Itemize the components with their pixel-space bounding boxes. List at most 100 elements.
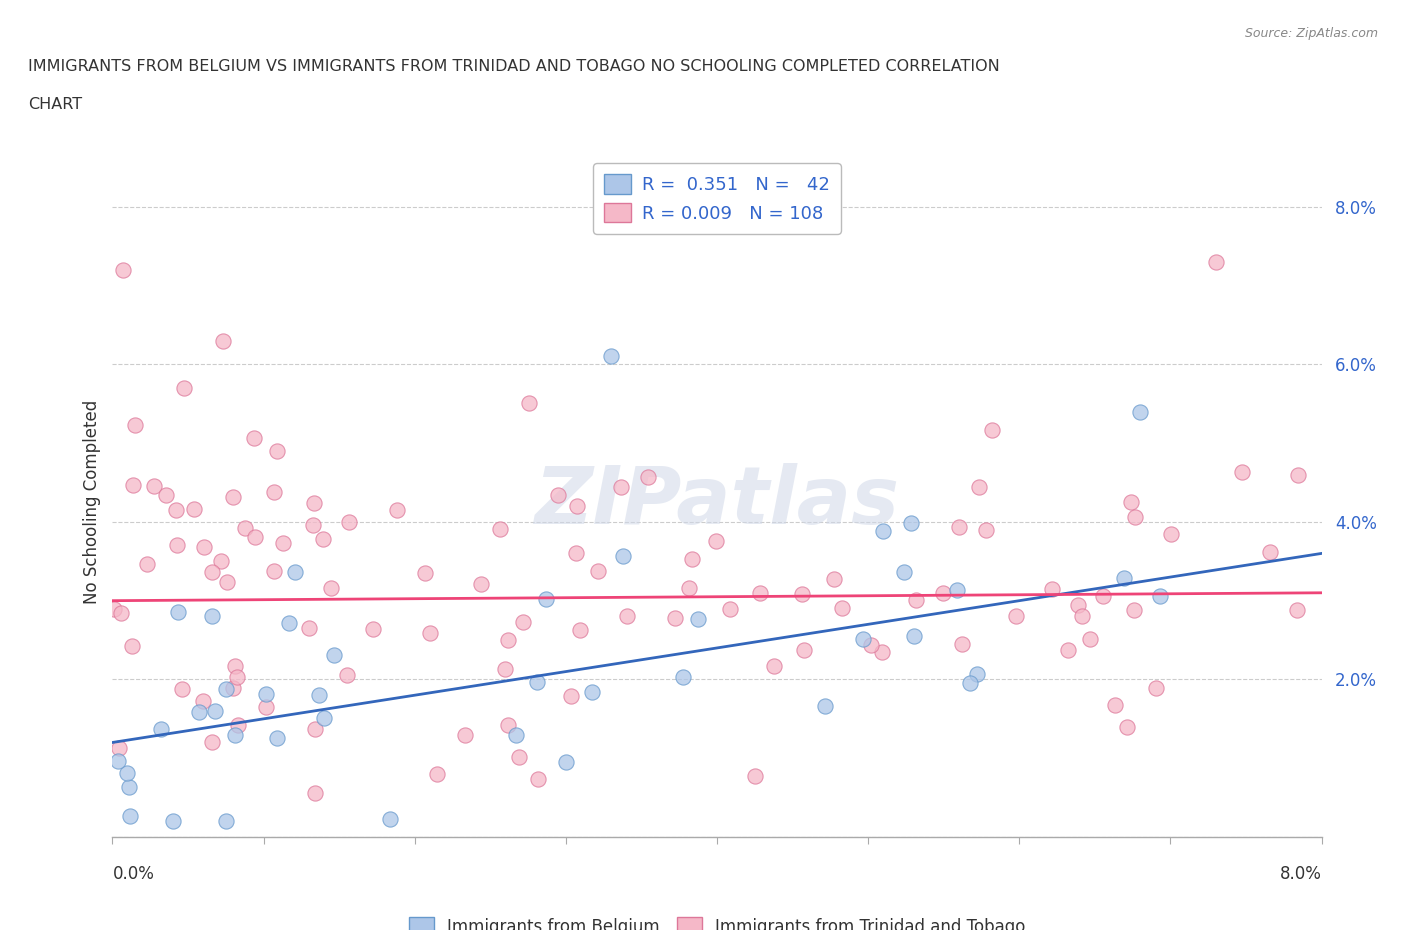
Point	[233, 521, 256, 536]
Point	[193, 539, 215, 554]
Point	[162, 814, 184, 829]
Point	[748, 585, 770, 600]
Point	[222, 681, 245, 696]
Point	[1230, 464, 1253, 479]
Text: CHART: CHART	[28, 97, 82, 112]
Point	[337, 515, 360, 530]
Point	[173, 380, 195, 395]
Point	[224, 658, 246, 673]
Text: IMMIGRANTS FROM BELGIUM VS IMMIGRANTS FROM TRINIDAD AND TOBAGO NO SCHOOLING COMP: IMMIGRANTS FROM BELGIUM VS IMMIGRANTS FR…	[28, 60, 1000, 74]
Point	[762, 658, 785, 673]
Point	[718, 602, 741, 617]
Point	[681, 552, 703, 567]
Point	[496, 632, 519, 647]
Legend: Immigrants from Belgium, Immigrants from Trinidad and Tobago: Immigrants from Belgium, Immigrants from…	[402, 910, 1032, 930]
Point	[413, 565, 436, 580]
Point	[187, 705, 209, 720]
Point	[870, 644, 893, 659]
Point	[271, 536, 294, 551]
Point	[321, 581, 343, 596]
Point	[243, 529, 266, 544]
Point	[831, 601, 853, 616]
Point	[217, 575, 239, 590]
Point	[117, 765, 139, 780]
Point	[565, 545, 588, 560]
Point	[600, 349, 623, 364]
Point	[744, 768, 766, 783]
Point	[1115, 719, 1137, 734]
Point	[263, 485, 285, 499]
Point	[107, 740, 129, 755]
Point	[1112, 570, 1135, 585]
Point	[981, 423, 1004, 438]
Point	[155, 487, 177, 502]
Point	[555, 754, 578, 769]
Point	[948, 520, 970, 535]
Point	[323, 647, 346, 662]
Point	[792, 587, 814, 602]
Point	[215, 814, 238, 829]
Point	[1149, 589, 1171, 604]
Point	[201, 565, 224, 579]
Point	[872, 524, 894, 538]
Point	[419, 625, 441, 640]
Point	[852, 631, 875, 646]
Point	[278, 616, 301, 631]
Point	[505, 728, 527, 743]
Point	[110, 605, 132, 620]
Y-axis label: No Schooling Completed: No Schooling Completed	[83, 400, 101, 604]
Point	[266, 730, 288, 745]
Point	[284, 565, 307, 579]
Point	[1005, 608, 1028, 623]
Point	[1144, 681, 1167, 696]
Point	[256, 687, 278, 702]
Point	[637, 469, 659, 484]
Point	[191, 694, 214, 709]
Point	[565, 498, 588, 513]
Point	[225, 670, 247, 684]
Point	[166, 604, 188, 619]
Point	[361, 621, 384, 636]
Point	[308, 688, 330, 703]
Point	[312, 532, 335, 547]
Point	[172, 682, 194, 697]
Point	[121, 638, 143, 653]
Point	[1286, 603, 1309, 618]
Point	[1078, 631, 1101, 646]
Point	[121, 478, 143, 493]
Point	[588, 564, 610, 578]
Point	[211, 333, 233, 348]
Point	[298, 620, 321, 635]
Point	[672, 669, 695, 684]
Point	[974, 523, 997, 538]
Point	[335, 668, 357, 683]
Point	[547, 488, 569, 503]
Point	[215, 682, 238, 697]
Point	[1056, 643, 1078, 658]
Point	[453, 727, 475, 742]
Point	[165, 502, 187, 517]
Point	[226, 718, 249, 733]
Point	[1091, 589, 1114, 604]
Point	[678, 580, 700, 595]
Point	[950, 637, 973, 652]
Point	[903, 629, 925, 644]
Point	[304, 496, 326, 511]
Point	[136, 556, 159, 571]
Point	[560, 688, 582, 703]
Point	[508, 750, 530, 764]
Point	[1070, 608, 1092, 623]
Point	[107, 753, 129, 768]
Text: Source: ZipAtlas.com: Source: ZipAtlas.com	[1244, 27, 1378, 40]
Point	[494, 661, 516, 676]
Point	[959, 675, 981, 690]
Point	[166, 538, 188, 552]
Point	[266, 444, 288, 458]
Point	[183, 502, 205, 517]
Point	[527, 771, 550, 786]
Point	[312, 711, 335, 725]
Point	[512, 615, 534, 630]
Text: 0.0%: 0.0%	[112, 865, 155, 883]
Point	[118, 780, 141, 795]
Point	[1119, 495, 1142, 510]
